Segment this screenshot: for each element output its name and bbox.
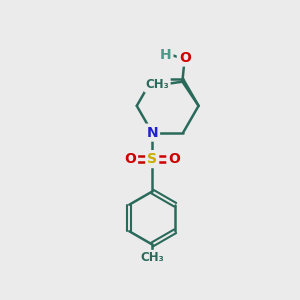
- Text: S: S: [147, 152, 157, 166]
- Text: H: H: [160, 48, 171, 62]
- Text: O: O: [179, 50, 191, 64]
- Text: CH₃: CH₃: [146, 78, 169, 91]
- Text: CH₃: CH₃: [140, 251, 164, 264]
- Text: O: O: [124, 152, 136, 166]
- Text: N: N: [146, 126, 158, 140]
- Text: O: O: [168, 152, 180, 166]
